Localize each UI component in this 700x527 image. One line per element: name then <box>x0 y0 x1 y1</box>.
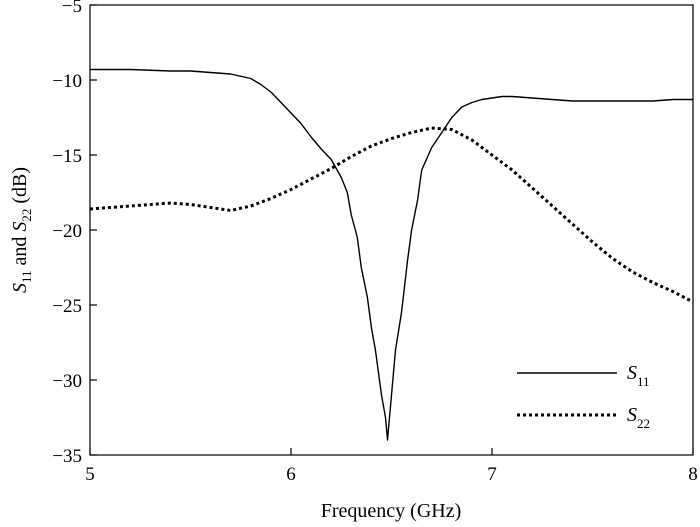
x-axis-label: Frequency (GHz) <box>321 500 462 522</box>
x-axis-ticks: 5 6 7 8 <box>85 448 698 485</box>
y-axis-label-unit: (dB) <box>9 167 31 209</box>
y-tick-label: −10 <box>52 71 82 92</box>
x-tick-label: 8 <box>688 464 698 485</box>
y-tick-label: −25 <box>52 296 82 317</box>
legend-label-s11-main: S <box>627 362 637 384</box>
y-axis-label-and: and <box>9 232 31 271</box>
y-axis-label-sub22: 22 <box>19 209 34 222</box>
y-tick-label: −30 <box>52 371 82 392</box>
x-tick-label: 6 <box>286 464 296 485</box>
y-axis-label: S11 and S22 (dB) <box>9 167 34 293</box>
series-line-s22 <box>89 126 694 304</box>
legend-label-s22-sub: 22 <box>637 416 650 431</box>
y-tick-label: −15 <box>52 146 82 167</box>
y-tick-label: −35 <box>52 446 82 467</box>
series-layer <box>89 68 694 441</box>
y-axis-label-sub11: 11 <box>19 271 34 284</box>
y-axis-label-s1: S <box>9 283 31 293</box>
legend-label-s22-main: S <box>627 404 637 426</box>
legend: S11 S22 <box>517 362 650 431</box>
y-axis-ticks: −35 −30 −25 −20 −15 −10 −5 <box>52 0 97 467</box>
y-axis-label-s2: S <box>9 222 31 232</box>
legend-label-s11: S11 <box>627 362 650 389</box>
x-tick-label: 7 <box>487 464 497 485</box>
series-line-s11 <box>90 68 693 441</box>
x-tick-label: 5 <box>85 464 95 485</box>
legend-label-s11-sub: 11 <box>637 374 650 389</box>
y-tick-label: −20 <box>52 221 82 242</box>
legend-label-s22: S22 <box>627 404 650 431</box>
y-tick-label: −5 <box>62 0 82 17</box>
